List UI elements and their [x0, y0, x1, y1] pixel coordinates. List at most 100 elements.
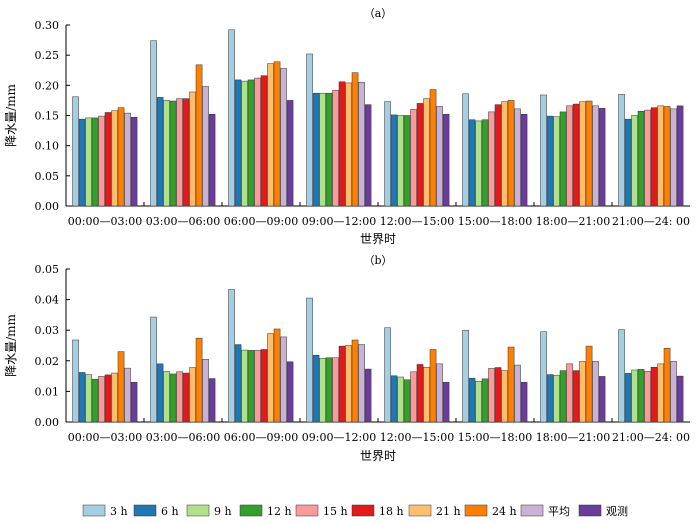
bar — [462, 93, 469, 207]
bar — [670, 108, 677, 207]
bar — [481, 378, 489, 423]
bar — [507, 346, 515, 423]
y-tick-label: 0.04 — [35, 294, 60, 307]
legend-label: 18 h — [379, 505, 404, 518]
bar — [189, 367, 196, 423]
bar — [592, 105, 599, 207]
bar — [546, 374, 554, 423]
bar — [390, 114, 398, 207]
bar — [169, 100, 177, 207]
bar — [410, 109, 417, 207]
bar — [553, 116, 560, 207]
bar — [403, 115, 411, 207]
bar — [475, 381, 482, 423]
legend-swatch — [295, 504, 319, 517]
bar — [156, 363, 164, 423]
x-axis-title: 世界时 — [360, 449, 396, 463]
bar — [540, 331, 547, 423]
legend-label: 15 h — [323, 505, 348, 518]
bar — [644, 109, 651, 207]
bar — [98, 376, 105, 423]
bar — [208, 114, 216, 207]
bar — [624, 118, 632, 207]
legend-label: 平均 — [548, 505, 570, 518]
panel-label: （b） — [363, 254, 392, 267]
bar — [553, 374, 560, 423]
bar — [91, 378, 99, 423]
bar — [585, 345, 593, 423]
y-tick-label: 0.25 — [35, 49, 60, 62]
bar — [488, 368, 495, 423]
y-tick-label: 0.05 — [35, 263, 60, 276]
bar — [442, 381, 450, 423]
bar — [592, 361, 599, 423]
legend-swatch — [351, 504, 375, 517]
bar — [514, 108, 521, 207]
bar — [104, 112, 112, 207]
x-tick-label: 00:00—03:00 — [68, 215, 142, 228]
y-axis-title: 降水量/mm — [4, 83, 18, 146]
bar — [98, 115, 105, 207]
bar — [176, 98, 183, 207]
bar — [657, 105, 664, 207]
legend-swatch — [133, 504, 157, 517]
y-axis-title: 降水量/mm — [4, 313, 18, 376]
bar — [520, 114, 528, 207]
y-tick-label: 0.00 — [35, 416, 60, 429]
bar — [546, 115, 554, 207]
legend-item: 6 h — [133, 504, 179, 518]
bar — [117, 351, 125, 423]
bar — [254, 77, 261, 207]
bar — [189, 91, 196, 207]
bar — [514, 364, 521, 423]
legend-label: 3 h — [110, 505, 128, 518]
bar — [91, 117, 99, 207]
legend-label: 21 h — [436, 505, 461, 518]
x-tick-label: 09:00—12:00 — [302, 431, 376, 444]
x-tick-label: 03:00—06:00 — [146, 431, 220, 444]
legend-label: 9 h — [214, 505, 232, 518]
bar — [676, 105, 684, 207]
bar — [559, 370, 567, 423]
y-tick-label: 0.15 — [35, 110, 60, 123]
bar — [280, 68, 287, 207]
bar — [111, 372, 118, 423]
bar — [85, 117, 92, 207]
bar — [176, 371, 183, 423]
panel-label: （a） — [364, 7, 393, 20]
bar — [104, 374, 112, 423]
bar — [163, 100, 170, 207]
bar — [273, 328, 281, 423]
bar — [397, 376, 404, 423]
bar — [572, 103, 580, 207]
x-tick-label: 18:00—21:00 — [536, 431, 610, 444]
bar — [494, 104, 502, 207]
bar — [423, 98, 430, 207]
panel-b: 0.00 0.01 0.02 0.03 0.04 0.05 00:00—03:00 03:00… — [4, 254, 690, 463]
legend-item: 观测 — [578, 504, 628, 518]
x-tick-label: 12:00—15:00 — [380, 215, 454, 228]
y-tick-label: 0.00 — [35, 200, 60, 213]
bar — [624, 373, 632, 423]
bar — [540, 94, 547, 207]
bar — [566, 363, 573, 423]
y-tick-label: 0.20 — [35, 79, 60, 92]
bar — [598, 108, 606, 207]
bar — [488, 111, 495, 207]
bar — [286, 100, 294, 207]
bar — [241, 80, 248, 207]
bar — [403, 379, 411, 423]
bar — [228, 29, 235, 207]
bar — [566, 105, 573, 207]
bar — [228, 289, 235, 423]
x-tick-label: 15:00—18:00 — [458, 215, 532, 228]
legend-swatch — [464, 504, 488, 517]
bar — [306, 297, 313, 423]
bar — [442, 114, 450, 207]
bar — [234, 344, 242, 423]
legend-item: 15 h — [295, 504, 348, 518]
bar — [676, 375, 684, 423]
y-tick-label: 0.03 — [35, 324, 60, 337]
legend-item: 24 h — [464, 504, 517, 518]
legend-label: 6 h — [161, 505, 179, 518]
